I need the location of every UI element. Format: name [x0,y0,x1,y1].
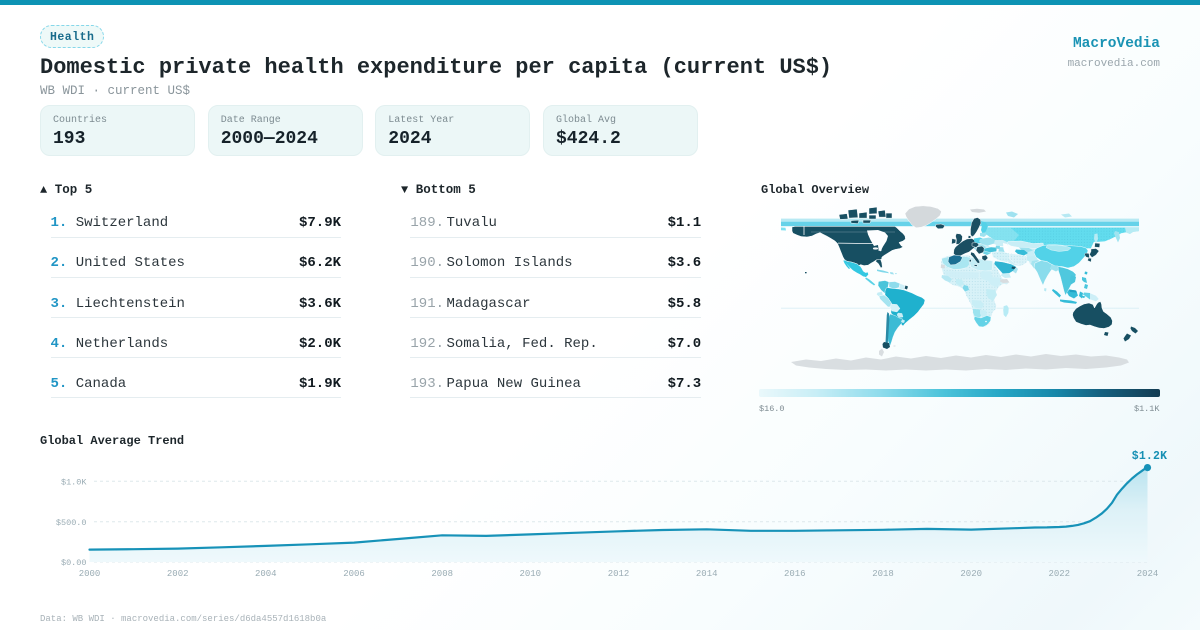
svg-text:2014: 2014 [696,569,718,579]
svg-text:$500.0: $500.0 [56,518,87,528]
svg-text:2006: 2006 [343,569,365,579]
svg-text:$1.2K: $1.2K [1132,450,1168,463]
svg-text:2000: 2000 [79,569,101,579]
svg-text:2024: 2024 [1137,569,1159,579]
svg-text:2012: 2012 [608,569,630,579]
svg-text:2020: 2020 [960,569,982,579]
svg-text:$0.00: $0.00 [61,558,87,568]
svg-text:$1.0K: $1.0K [61,477,87,487]
svg-text:2008: 2008 [431,569,453,579]
svg-text:2016: 2016 [784,569,806,579]
svg-text:2002: 2002 [167,569,189,579]
svg-text:2010: 2010 [519,569,541,579]
svg-text:2022: 2022 [1048,569,1070,579]
svg-text:2018: 2018 [872,569,894,579]
svg-text:2004: 2004 [255,569,277,579]
